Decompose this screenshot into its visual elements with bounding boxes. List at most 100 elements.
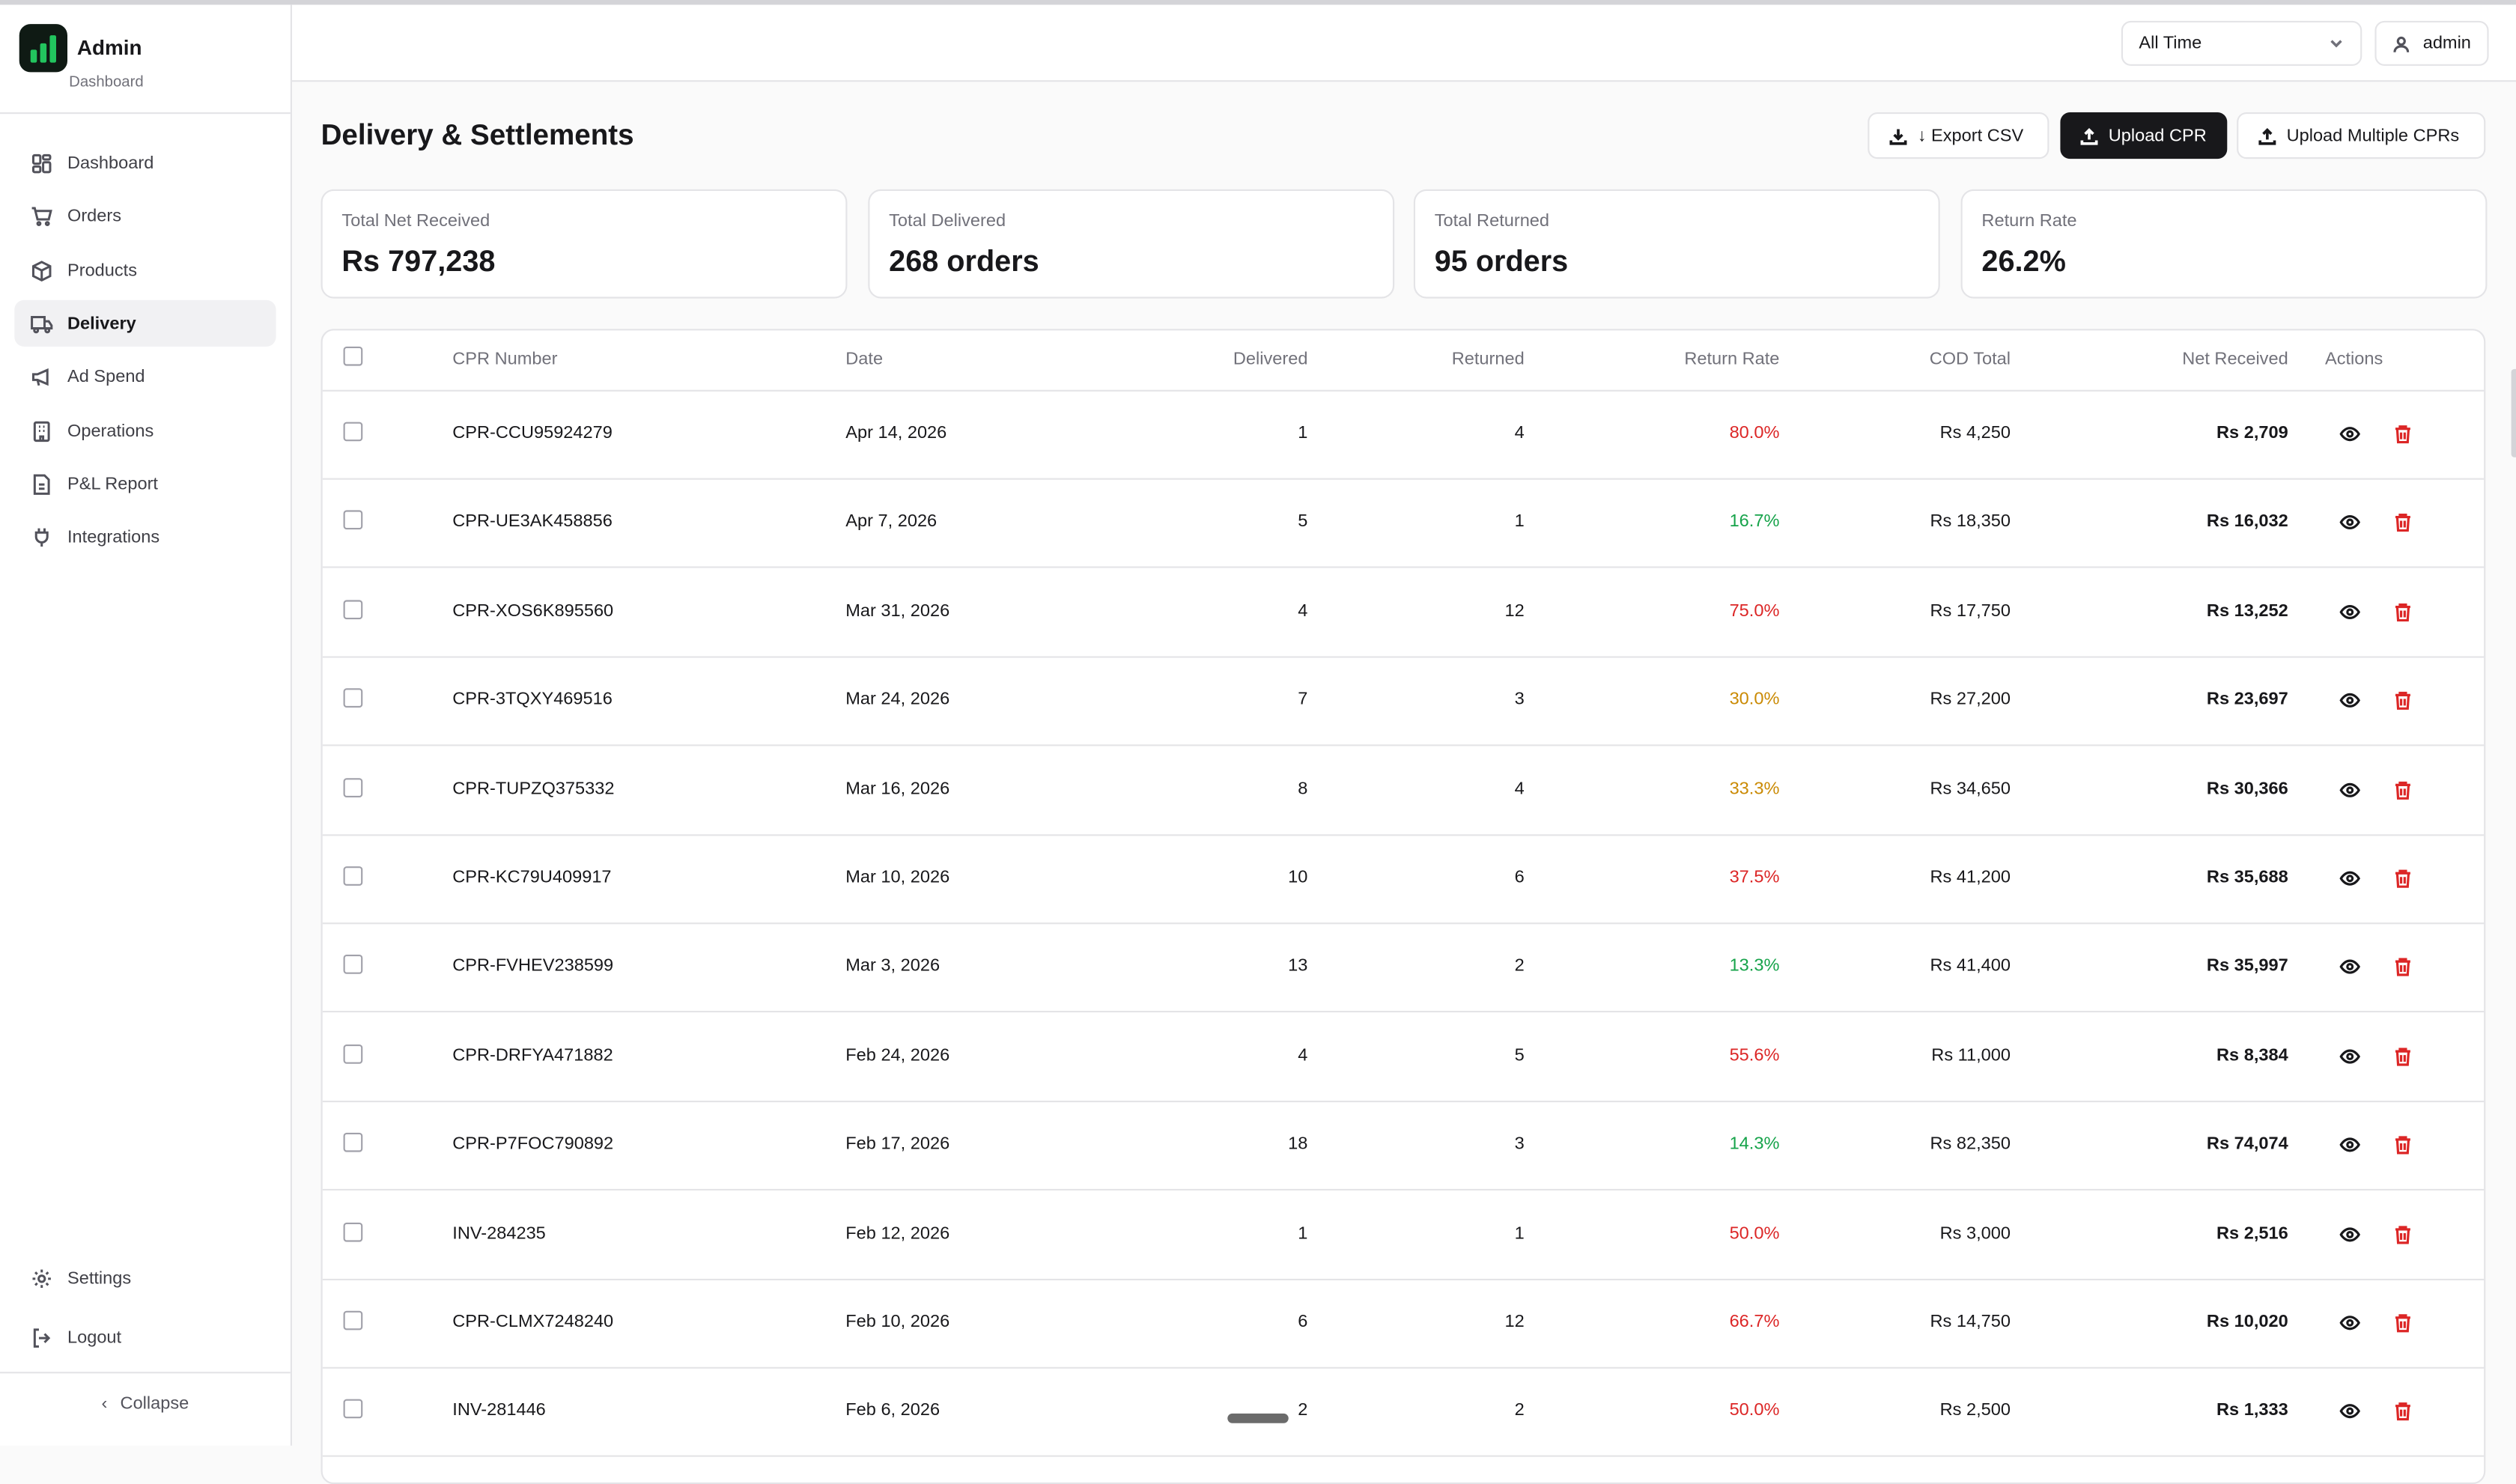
sidebar-item-operations[interactable]: Operations [14, 407, 276, 454]
date-cell: Feb 12, 2026 [845, 1223, 950, 1243]
time-range-select[interactable]: All Time [2121, 20, 2362, 66]
export-csv-button[interactable]: ↓ Export CSV [1868, 112, 2049, 159]
delete-icon[interactable] [2392, 1134, 2413, 1155]
edge-scroll-handle[interactable] [2511, 368, 2516, 457]
date-cell: Feb 17, 2026 [845, 1134, 950, 1155]
view-icon[interactable] [2339, 1402, 2360, 1423]
sidebar-item-settings[interactable]: Settings [14, 1255, 276, 1301]
date-cell: Mar 24, 2026 [845, 690, 950, 710]
view-icon[interactable] [2339, 1134, 2360, 1155]
column-header-net-received[interactable]: Net Received [2182, 350, 2288, 369]
view-icon[interactable] [2339, 957, 2360, 978]
view-icon[interactable] [2339, 1046, 2360, 1067]
net-received-cell: Rs 8,384 [2216, 1045, 2288, 1065]
view-icon[interactable] [2339, 424, 2360, 445]
delete-icon[interactable] [2392, 779, 2413, 800]
table-row[interactable]: CPR-CCU95924279 Apr 14, 2026 1 4 80.0% Rs 4,2… [322, 390, 2485, 480]
sidebar-item-delivery[interactable]: Delivery [14, 299, 276, 347]
row-checkbox[interactable] [343, 1310, 363, 1331]
delete-icon[interactable] [2392, 424, 2413, 445]
user-menu-button[interactable]: admin [2374, 20, 2489, 66]
date-cell: Mar 31, 2026 [845, 601, 950, 621]
delete-icon[interactable] [2392, 868, 2413, 889]
column-header-returned[interactable]: Returned [1451, 350, 1525, 369]
sidebar-item-label: Integrations [67, 526, 160, 547]
page-title: Delivery & Settlements [320, 118, 634, 151]
brand-subtitle: Dashboard [69, 73, 144, 92]
column-header-cod-total[interactable]: COD Total [1929, 350, 2011, 369]
net-received-cell: Rs 74,074 [2206, 1134, 2288, 1155]
time-range-value: All Time [2139, 34, 2202, 53]
view-icon[interactable] [2339, 868, 2360, 889]
date-cell: Feb 6, 2026 [845, 1401, 941, 1421]
row-checkbox[interactable] [343, 777, 363, 797]
row-checkbox[interactable] [343, 1133, 363, 1152]
delete-icon[interactable] [2392, 1313, 2413, 1334]
sidebar: Admin Dashboard Dashboard Orders Product… [0, 4, 293, 1446]
table-row[interactable]: CPR-TUPZQ375332 Mar 16, 2026 8 4 33.3% Rs 34,… [322, 746, 2485, 836]
collapse-button[interactable]: ‹ Collapse [0, 1394, 291, 1414]
upload-multiple-label: Upload Multiple CPRs [2286, 126, 2460, 145]
delete-icon[interactable] [2392, 1223, 2413, 1244]
upload-multiple-cprs-button[interactable]: Upload Multiple CPRs [2237, 112, 2486, 159]
plug-icon [34, 527, 49, 546]
table-row[interactable]: CPR-KC79U409917 Mar 10, 2026 10 6 37.5% Rs 41… [322, 834, 2485, 925]
row-checkbox[interactable] [343, 1044, 363, 1064]
table-row[interactable]: CPR-UE3AK458856 Apr 7, 2026 5 1 16.7% Rs 18,3… [322, 478, 2485, 569]
table-row[interactable]: CPR-DRFYA471882 Feb 24, 2026 4 5 55.6% Rs 11,… [322, 1012, 2485, 1102]
return-rate-cell: 14.3% [1729, 1134, 1780, 1155]
net-received-cell: Rs 23,697 [2206, 690, 2288, 710]
row-checkbox[interactable] [343, 511, 363, 530]
delivered-cell: 13 [1288, 956, 1308, 976]
column-header-date[interactable]: Date [845, 350, 884, 369]
cod-total-cell: Rs 2,500 [1939, 1401, 2011, 1421]
row-checkbox[interactable] [343, 422, 363, 442]
stat-label: Total Delivered [889, 211, 1006, 231]
sidebar-item-logout[interactable]: Logout [14, 1314, 276, 1360]
upload-cpr-button[interactable]: Upload CPR [2060, 112, 2228, 159]
upload-icon [2080, 127, 2098, 145]
sidebar-item-orders[interactable]: Orders [14, 192, 276, 239]
table-row[interactable]: INV-281446 Feb 6, 2026 2 2 50.0% Rs 2,500 Rs 1… [322, 1368, 2485, 1458]
delete-icon[interactable] [2392, 1402, 2413, 1423]
delete-icon[interactable] [2392, 690, 2413, 711]
delete-icon[interactable] [2392, 512, 2413, 533]
column-header-cpr-number[interactable]: CPR Number [452, 350, 558, 369]
column-header-delivered[interactable]: Delivered [1233, 350, 1308, 369]
view-icon[interactable] [2339, 690, 2360, 711]
sidebar-item-integrations[interactable]: Integrations [14, 514, 276, 560]
sidebar-item-ad-spend[interactable]: Ad Spend [14, 353, 276, 399]
row-checkbox[interactable] [343, 599, 363, 619]
sidebar-item-products[interactable]: Products [14, 247, 276, 294]
table-row[interactable]: CPR-P7FOC790892 Feb 17, 2026 18 3 14.3% Rs 82… [322, 1101, 2485, 1191]
view-icon[interactable] [2339, 779, 2360, 800]
delete-icon[interactable] [2392, 957, 2413, 978]
table-row[interactable]: CPR-FVHEV238599 Mar 3, 2026 13 2 13.3% Rs 41,… [322, 923, 2485, 1013]
return-rate-cell: 66.7% [1729, 1312, 1780, 1332]
row-checkbox[interactable] [343, 866, 363, 886]
returned-cell: 12 [1504, 601, 1525, 621]
row-checkbox[interactable] [343, 955, 363, 975]
table-row[interactable]: CPR-XOS6K895560 Mar 31, 2026 4 12 75.0% Rs 17… [322, 568, 2485, 658]
row-checkbox[interactable] [343, 688, 363, 708]
table-row[interactable]: INV-284235 Feb 12, 2026 1 1 50.0% Rs 3,000 Rs … [322, 1190, 2485, 1280]
return-rate-cell: 37.5% [1729, 868, 1780, 888]
table-row[interactable]: CPR-3TQXY469516 Mar 24, 2026 7 3 30.0% Rs 27,… [322, 657, 2485, 746]
view-icon[interactable] [2339, 601, 2360, 622]
row-checkbox[interactable] [343, 1221, 363, 1241]
view-icon[interactable] [2339, 512, 2360, 533]
view-icon[interactable] [2339, 1223, 2360, 1244]
table-row[interactable]: CPR-CLMX7248240 Feb 10, 2026 6 12 66.7% Rs 14… [322, 1279, 2485, 1369]
row-checkbox[interactable] [343, 1399, 363, 1420]
delivered-cell: 5 [1298, 512, 1308, 532]
select-all-checkbox[interactable] [343, 346, 363, 366]
delete-icon[interactable] [2392, 601, 2413, 622]
logout-label: Logout [67, 1328, 122, 1347]
horizontal-scrollbar-thumb[interactable] [1227, 1413, 1289, 1423]
sidebar-item-pl-report[interactable]: P&L Report [14, 460, 276, 507]
delivered-cell: 4 [1298, 1045, 1308, 1065]
sidebar-item-dashboard[interactable]: Dashboard [14, 139, 276, 186]
delete-icon[interactable] [2392, 1046, 2413, 1067]
view-icon[interactable] [2339, 1313, 2360, 1334]
column-header-return-rate[interactable]: Return Rate [1684, 350, 1780, 369]
